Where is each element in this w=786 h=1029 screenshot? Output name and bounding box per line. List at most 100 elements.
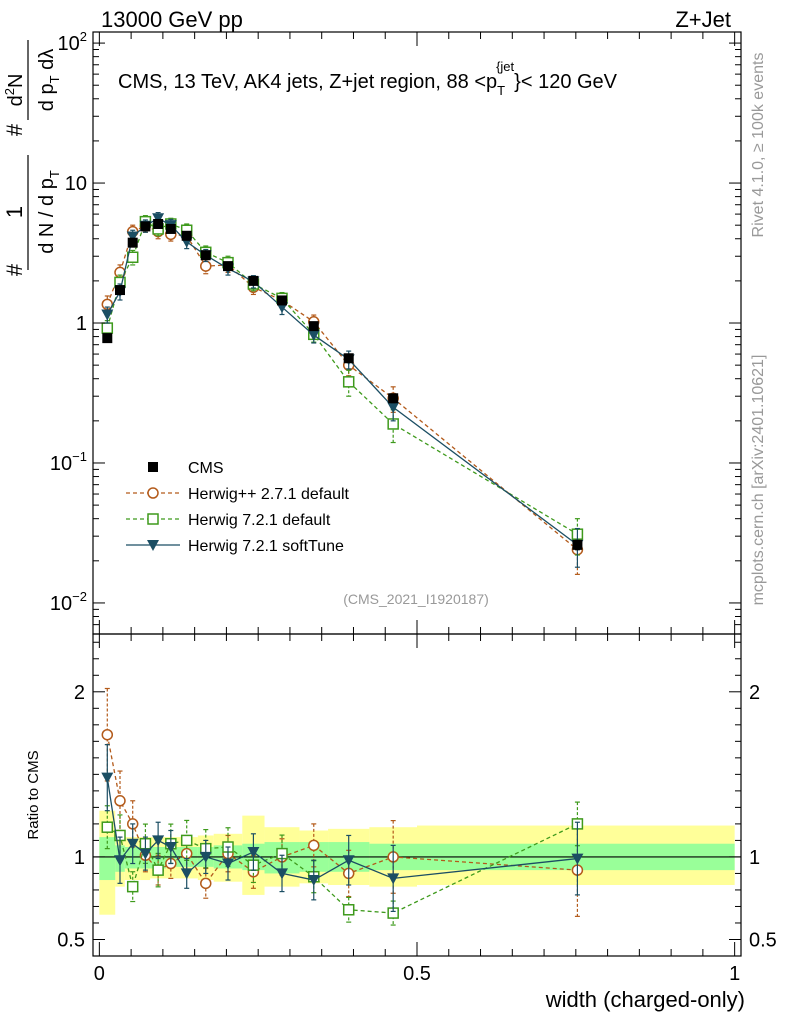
ratio-point-herwig_soft-8 [222,858,234,870]
main-title-text: CMS, 13 TeV, AK4 jets, Z+jet region, 88 … [118,71,497,93]
ratio-point-herwig_default-2 [126,880,139,893]
legend-label-data: CMS [188,460,224,477]
ratio-band-inner-0 [99,837,116,881]
ratio-point-herwigpp-7 [200,877,212,890]
ratio-ytick-label-right-2: 2 [749,682,760,704]
ratio-series-layer [101,687,584,926]
ratio-ytick-label-right-0: 0.5 [749,929,777,951]
main-point-data-1 [115,285,125,296]
ratio-point-herwigpp-0 [101,728,114,741]
main-point-data-12 [343,353,354,364]
main-point-herwig_soft-13 [387,402,400,414]
legend-label-herwig_soft: Herwig 7.2.1 softTune [188,538,344,555]
main-ytick-label-base-3: 10 [65,173,87,195]
ylabel-den-1: d N / d pT [36,170,62,254]
main-point-data-2 [127,237,138,248]
ratio-line-herwig_default [106,823,578,914]
main-ytick-label-4: 102 [58,29,87,55]
ratio-band-layer [93,810,741,915]
legend-marker-herwig_soft [147,540,159,551]
main-series-herwig_default [101,215,584,556]
main-point-data-5 [165,223,176,234]
legend-label-herwig_default: Herwig 7.2.1 default [188,512,331,529]
ratio-point-herwig_soft-10 [276,868,288,880]
main-ytick-label-3: 10 [65,173,87,195]
ratio-point-herwig_default-4 [152,864,164,876]
ratio-series-herwig_soft [101,744,584,913]
ratio-point-herwig_soft-9 [247,846,260,858]
main-point-herwig_default-0 [101,322,114,334]
main-point-data-8 [223,261,233,272]
energy-label: 13000 GeV pp [101,7,243,32]
legend-entry-herwig_soft: Herwig 7.2.1 softTune [126,538,344,555]
ratio-point-herwigpp-11 [308,839,320,852]
ratio-point-herwig_soft-3 [139,848,152,860]
main-point-data-6 [181,230,192,241]
main-point-data-4 [153,218,164,229]
main-ytick-label-base-1: 10 [50,453,72,475]
main-series-layer [101,211,584,575]
rivet-label: Rivet 4.1.0, ≥ 100k events [750,53,767,238]
legend-marker-data [148,462,158,472]
main-point-herwig_default-12 [342,376,355,388]
ratio-point-herwig_soft-2 [126,838,139,850]
xlabel: width (charged-only) [545,987,745,1012]
main-title-tail: }< 120 GeV [514,71,618,93]
ratio-point-herwig_soft-5 [164,842,177,854]
ratio-frame [92,633,742,957]
legend-label-herwigpp: Herwig++ 2.7.1 default [188,486,350,503]
main-ytick-label-exp-0: −2 [72,589,87,604]
main-point-herwig_soft-4 [152,213,165,225]
ratio-point-herwig_default-6 [180,834,193,847]
ylabel-hash-left: # [2,263,27,276]
main-point-data-11 [308,321,319,332]
main-point-herwig_soft-2 [126,231,139,243]
ratio-point-herwigpp-1 [114,795,126,807]
ratio-point-herwig_soft-0 [101,772,114,784]
ratio-point-herwig_soft-6 [180,868,193,880]
ratio-point-herwig_default-0 [101,821,114,833]
legend-marker-herwigpp [147,487,159,499]
main-point-data-7 [200,250,211,261]
mcplots-label: mcplots.cern.ch [arXiv:2401.10621] [750,355,767,606]
process-label: Z+Jet [675,7,731,32]
ylabel-hash-right: # [2,123,27,136]
ratio-line-herwigpp [106,734,578,885]
main-point-herwig_soft-0 [101,309,114,321]
main-series-herwig_soft [101,211,584,568]
ratio-point-herwig_soft-13 [387,873,400,885]
main-title-sup: {jet [496,59,514,74]
ratio-point-herwig_soft-1 [114,855,126,867]
main-point-data-3 [140,221,151,232]
xtick-label-2: 1 [729,963,740,985]
main-ytick-label-1: 10−1 [50,449,87,475]
main-point-data-14 [572,539,583,550]
main-ytick-label-base-0: 10 [50,593,72,615]
main-ytick-label-2: 1 [76,313,87,335]
xtick-label-1: 0.5 [403,963,431,985]
legend-entry-data: CMS [148,460,224,477]
ratio-ylabel: Ratio to CMS [25,750,42,839]
ratio-ytick-label-right-1: 1 [749,847,760,869]
main-ytick-label-exp-1: −1 [72,449,87,464]
ratio-point-herwig_soft-11 [307,875,320,887]
main-series-herwigpp [101,219,584,575]
ratio-ytick-label-left-0: 0.5 [57,929,85,951]
legend-entry-herwig_default: Herwig 7.2.1 default [126,512,331,529]
main-line-herwig_default [106,220,578,535]
main-ytick-label-base-4: 10 [58,33,80,55]
legend-entry-herwigpp: Herwig++ 2.7.1 default [126,486,350,503]
ratio-ytick-label-left-2: 2 [74,682,85,704]
main-title-sub: T [497,83,505,98]
analysis-watermark: (CMS_2021_I1920187) [343,591,489,607]
main-title: CMS, 13 TeV, AK4 jets, Z+jet region, 88 … [118,59,618,98]
main-point-data-9 [248,275,259,286]
main-ytick-label-0: 10−2 [50,589,87,615]
main-series-data [102,218,583,551]
ylabel-den-2: d pT dλ [36,49,62,111]
xtick-label-0: 0 [94,963,105,985]
ylabel-num-2: d2N [2,74,27,107]
